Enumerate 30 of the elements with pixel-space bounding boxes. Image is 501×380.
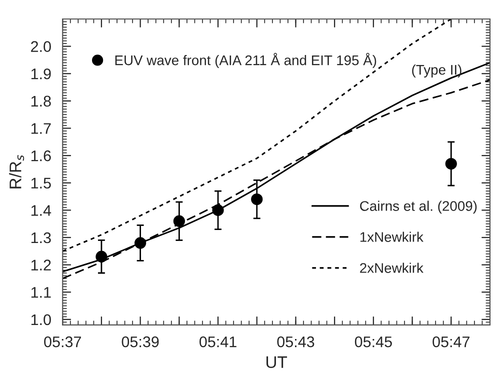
x-tick-label: 05:41	[199, 336, 236, 348]
y-tick-label: 1.3	[31, 232, 51, 244]
annotation: (Type II)	[412, 64, 462, 78]
x-tick-label: 05:47	[432, 336, 470, 348]
y-tick-label: 1.8	[31, 96, 51, 107]
legend-label: EUV wave front (AIA 211 Å and EIT 195 Å)	[115, 52, 376, 68]
x-tick-label: 05:43	[277, 336, 314, 348]
y-tick-label: 1.5	[31, 178, 51, 189]
x-axis-title: UT	[266, 356, 288, 368]
y-tick-label: 1.4	[31, 205, 52, 216]
legend-label: 1xNewkirk	[360, 232, 424, 242]
y-tick-label: 1.2	[31, 260, 51, 270]
point	[96, 250, 108, 262]
y-tick-label: 2.0	[31, 41, 51, 52]
point	[445, 158, 457, 170]
legend-label: Cairns et al. (2009)	[360, 200, 477, 214]
point	[173, 215, 185, 227]
y-tick-label: 1.9	[31, 68, 51, 80]
y-tick-label: 1.7	[31, 123, 51, 134]
y-tick-label: 1.6	[31, 150, 51, 162]
point	[134, 237, 146, 249]
point	[251, 193, 263, 206]
y-tick-label: 1.0	[31, 314, 51, 326]
x-tick-label: 05:39	[122, 336, 159, 348]
x-tick-label: 05:45	[354, 336, 392, 348]
y-axis-title: R/R$_{s}$	[9, 155, 24, 188]
point	[212, 204, 224, 216]
legend-label: 2xNewkirk	[360, 262, 424, 273]
y-tick-label: 1.1	[31, 287, 51, 298]
x-tick-label: 05:37	[44, 336, 81, 348]
